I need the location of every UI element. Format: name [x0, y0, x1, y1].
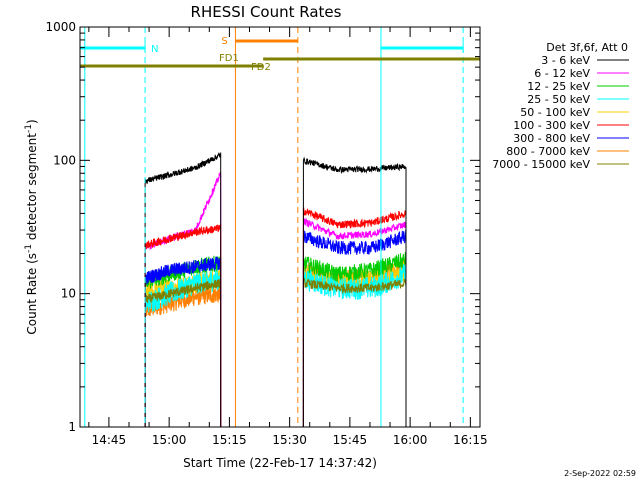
y-axis-label: Count Rate (s-1 detector segment-1) — [24, 119, 39, 334]
legend-label: 7000 - 15000 keV — [492, 158, 590, 171]
saa-label: S — [221, 36, 227, 47]
legend-label: 100 - 300 keV — [513, 119, 590, 132]
series-line-300-800-kev — [302, 229, 407, 427]
chart-title: RHESSI Count Rates — [191, 3, 342, 21]
x-axis-label: Start Time (22-Feb-17 14:37:42) — [183, 456, 377, 470]
legend-label: 50 - 100 keV — [520, 106, 590, 119]
series-line-3-6-kev — [302, 156, 407, 427]
x-tick-label: 15:30 — [272, 433, 307, 447]
legend-label: 12 - 25 keV — [527, 80, 590, 93]
axis-ticks: 1 10 100 1000 14:45 15:00 15:15 15:30 15:45 16:00… — [45, 20, 487, 447]
x-tick-label: 15:00 — [152, 433, 187, 447]
legend-label: 800 - 7000 keV — [506, 145, 590, 158]
x-tick-label: 16:15 — [453, 433, 488, 447]
x-tick-label: 15:45 — [333, 433, 368, 447]
series-line-7000-15000-kev — [302, 277, 407, 427]
footer-timestamp: 2-Sep-2022 02:59 — [564, 469, 636, 478]
y-tick-label: 10 — [61, 287, 76, 301]
legend-label: 3 - 6 keV — [541, 54, 590, 67]
series-line-100-300-kev — [144, 223, 222, 427]
y-tick-label: 1000 — [45, 20, 76, 34]
legend-label: 300 - 800 keV — [513, 132, 590, 145]
fd1-label: FD1 — [219, 53, 239, 64]
series-line-100-300-kev — [302, 207, 407, 427]
plot-frame — [79, 26, 481, 428]
series-line-7000-15000-kev — [144, 278, 222, 427]
series-line-25-50-kev — [144, 267, 222, 427]
legend-title: Det 3f,6f, Att 0 — [546, 41, 628, 54]
legend-label: 25 - 50 keV — [527, 93, 590, 106]
series-line-6-12-kev — [302, 217, 407, 427]
fd2-label: FD2 — [251, 62, 271, 73]
y-tick-label: 100 — [53, 153, 76, 167]
x-tick-label: 15:15 — [212, 433, 247, 447]
series-line-3-6-kev — [144, 152, 222, 427]
x-tick-label: 14:45 — [92, 433, 127, 447]
night-label: N — [151, 44, 158, 55]
series-line-12-25-kev — [302, 252, 407, 427]
legend-label: 6 - 12 keV — [534, 67, 590, 80]
plot-area: N S FD1 FD2 — [79, 27, 480, 427]
x-tick-label: 16:00 — [393, 433, 428, 447]
y-tick-label: 1 — [68, 420, 76, 434]
series-line-300-800-kev — [144, 256, 222, 427]
